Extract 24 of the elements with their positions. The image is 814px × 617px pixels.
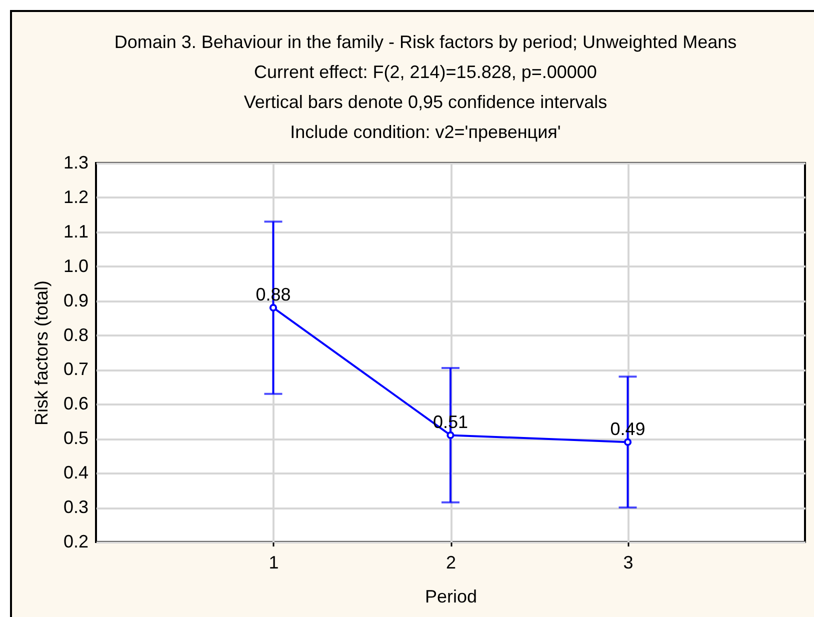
text: Vertical bars denote 0,95 confidence intervals [244,92,608,112]
x-axis-title: Period [424,586,478,606]
text: Include condition: v2='превенция' [290,122,561,142]
y-tick-label: 0.4 [63,462,88,483]
y-tick-label: 0.9 [63,290,88,310]
y-axis-title: Risk factors (total) [31,280,52,426]
x-tick-label: 3 [623,552,634,572]
point [624,438,632,446]
y-tick-label: 1.0 [63,256,88,276]
y-tick-label: 0.2 [63,532,88,552]
y-tick-label: 1.2 [63,186,88,207]
y-tick-label: 0.7 [63,359,88,380]
y-tick-label: 0.6 [63,394,88,414]
point [269,304,278,312]
x-tick-label: 1 [268,552,279,572]
y-tick-label: 0.8 [63,324,88,345]
x-tick-label: 2 [446,552,456,572]
point [446,431,454,440]
y-tick-label: 1.1 [63,221,88,242]
y-tick-label: 0.5 [63,428,88,448]
y-tick-label: 0.3 [63,497,88,518]
chart-title: Domain 3. Behaviour in the family - Risk factors by period; Unweighted Means [114,32,737,52]
chart-subtitle: Current effect: F(2, 214)=15.828, p=.00000 [254,62,597,82]
y-tick-label: 1.3 [63,152,88,172]
